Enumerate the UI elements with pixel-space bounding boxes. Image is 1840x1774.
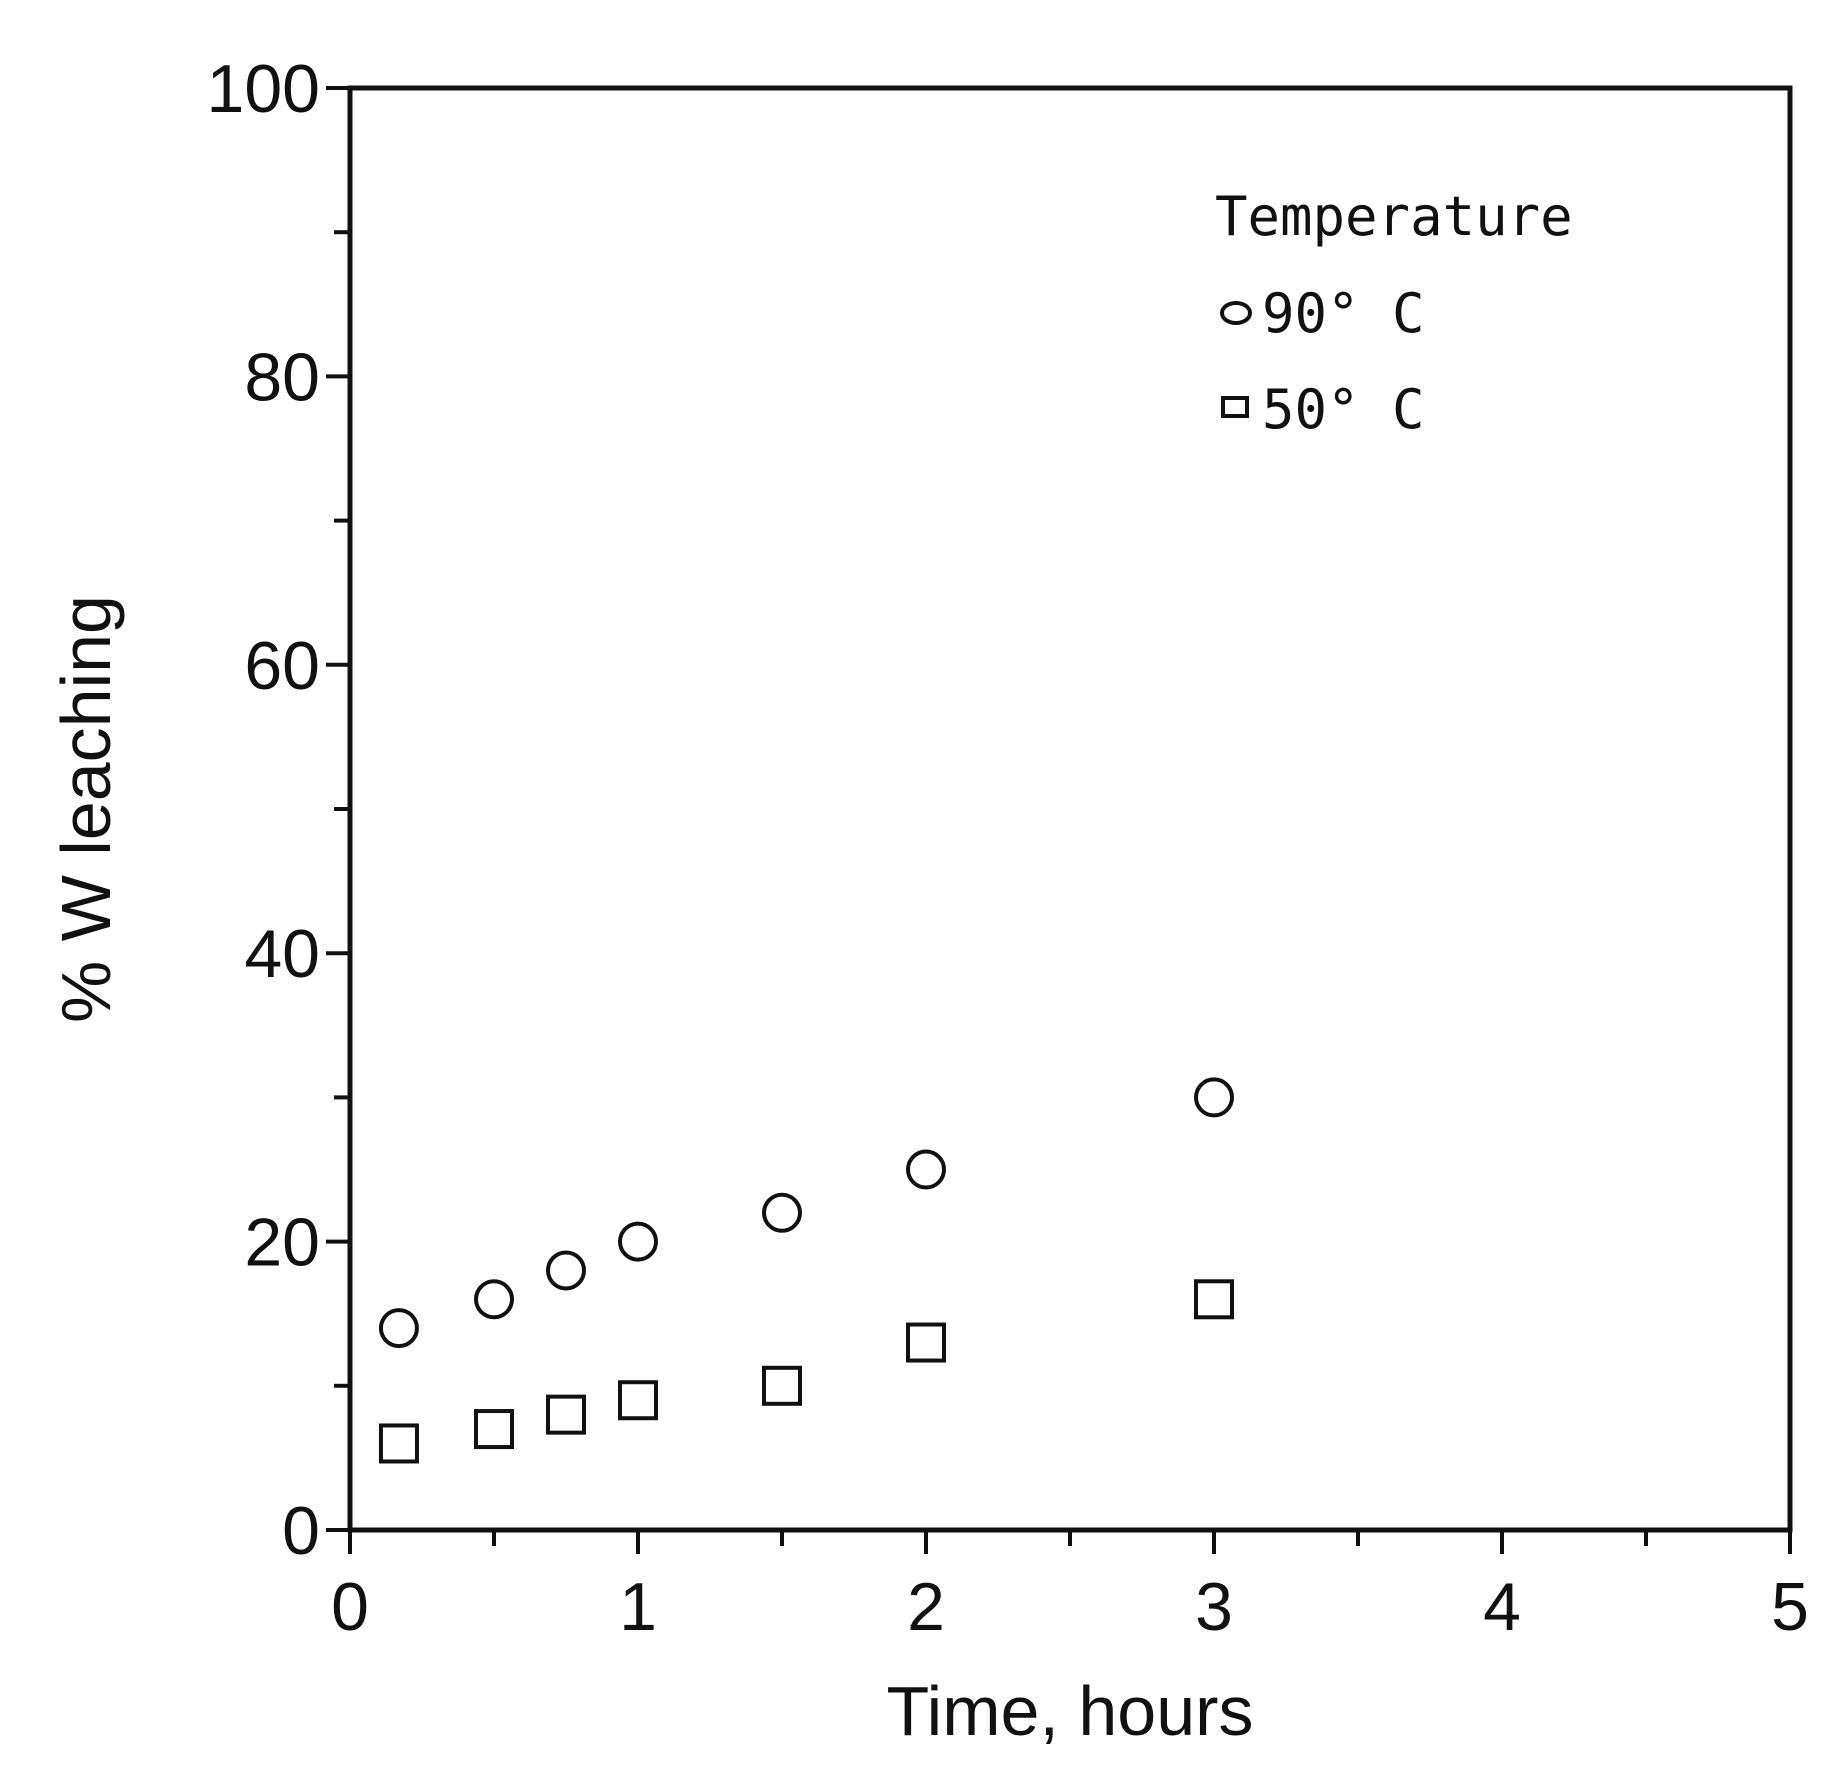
data-point-90c [474, 1279, 514, 1320]
data-point-50c [474, 1409, 514, 1450]
data-point-90c [378, 1308, 419, 1349]
data-point-90c [546, 1250, 586, 1291]
x-tick-label: 5 [1771, 1569, 1809, 1645]
data-point-90c [762, 1192, 802, 1233]
axis-ticks [326, 86, 1792, 1554]
data-point-90c [906, 1149, 946, 1190]
legend-label-50c: 50° C [1262, 378, 1425, 441]
data-point-50c [1194, 1279, 1234, 1320]
x-tick-label: 2 [907, 1569, 945, 1645]
data-point-50c [906, 1322, 946, 1363]
x-tick-label: 0 [331, 1569, 369, 1645]
legend: Temperature 90° C 50° C [1215, 185, 1573, 441]
data-point-50c [762, 1365, 802, 1406]
data-point-50c [378, 1423, 419, 1464]
data-point-50c [618, 1380, 658, 1421]
data-point-50c [546, 1394, 586, 1435]
data-point-90c [618, 1221, 658, 1262]
y-tick-label: 100 [207, 51, 320, 127]
data-markers [378, 1077, 1234, 1464]
x-tick-label: 4 [1483, 1569, 1521, 1645]
x-axis-label: Time, hours [887, 1672, 1254, 1750]
y-tick-label: 20 [244, 1205, 320, 1281]
legend-title: Temperature [1215, 185, 1573, 248]
legend-square-marker [1221, 396, 1249, 418]
x-tick-label: 3 [1195, 1569, 1233, 1645]
legend-label-90c: 90° C [1262, 282, 1425, 345]
y-tick-label: 60 [244, 628, 320, 704]
plot-frame [347, 85, 1793, 1533]
axis-tick-labels: 0 20 40 60 80 100 0 1 2 3 4 5 [207, 51, 1809, 1645]
y-tick-label: 0 [282, 1493, 320, 1569]
legend-circle-marker [1220, 301, 1252, 325]
data-point-90c [1194, 1077, 1234, 1118]
y-tick-label: 40 [244, 916, 320, 992]
y-tick-label: 80 [244, 339, 320, 415]
x-tick-label: 1 [619, 1569, 657, 1645]
y-axis-label: % W leaching [47, 595, 125, 1023]
